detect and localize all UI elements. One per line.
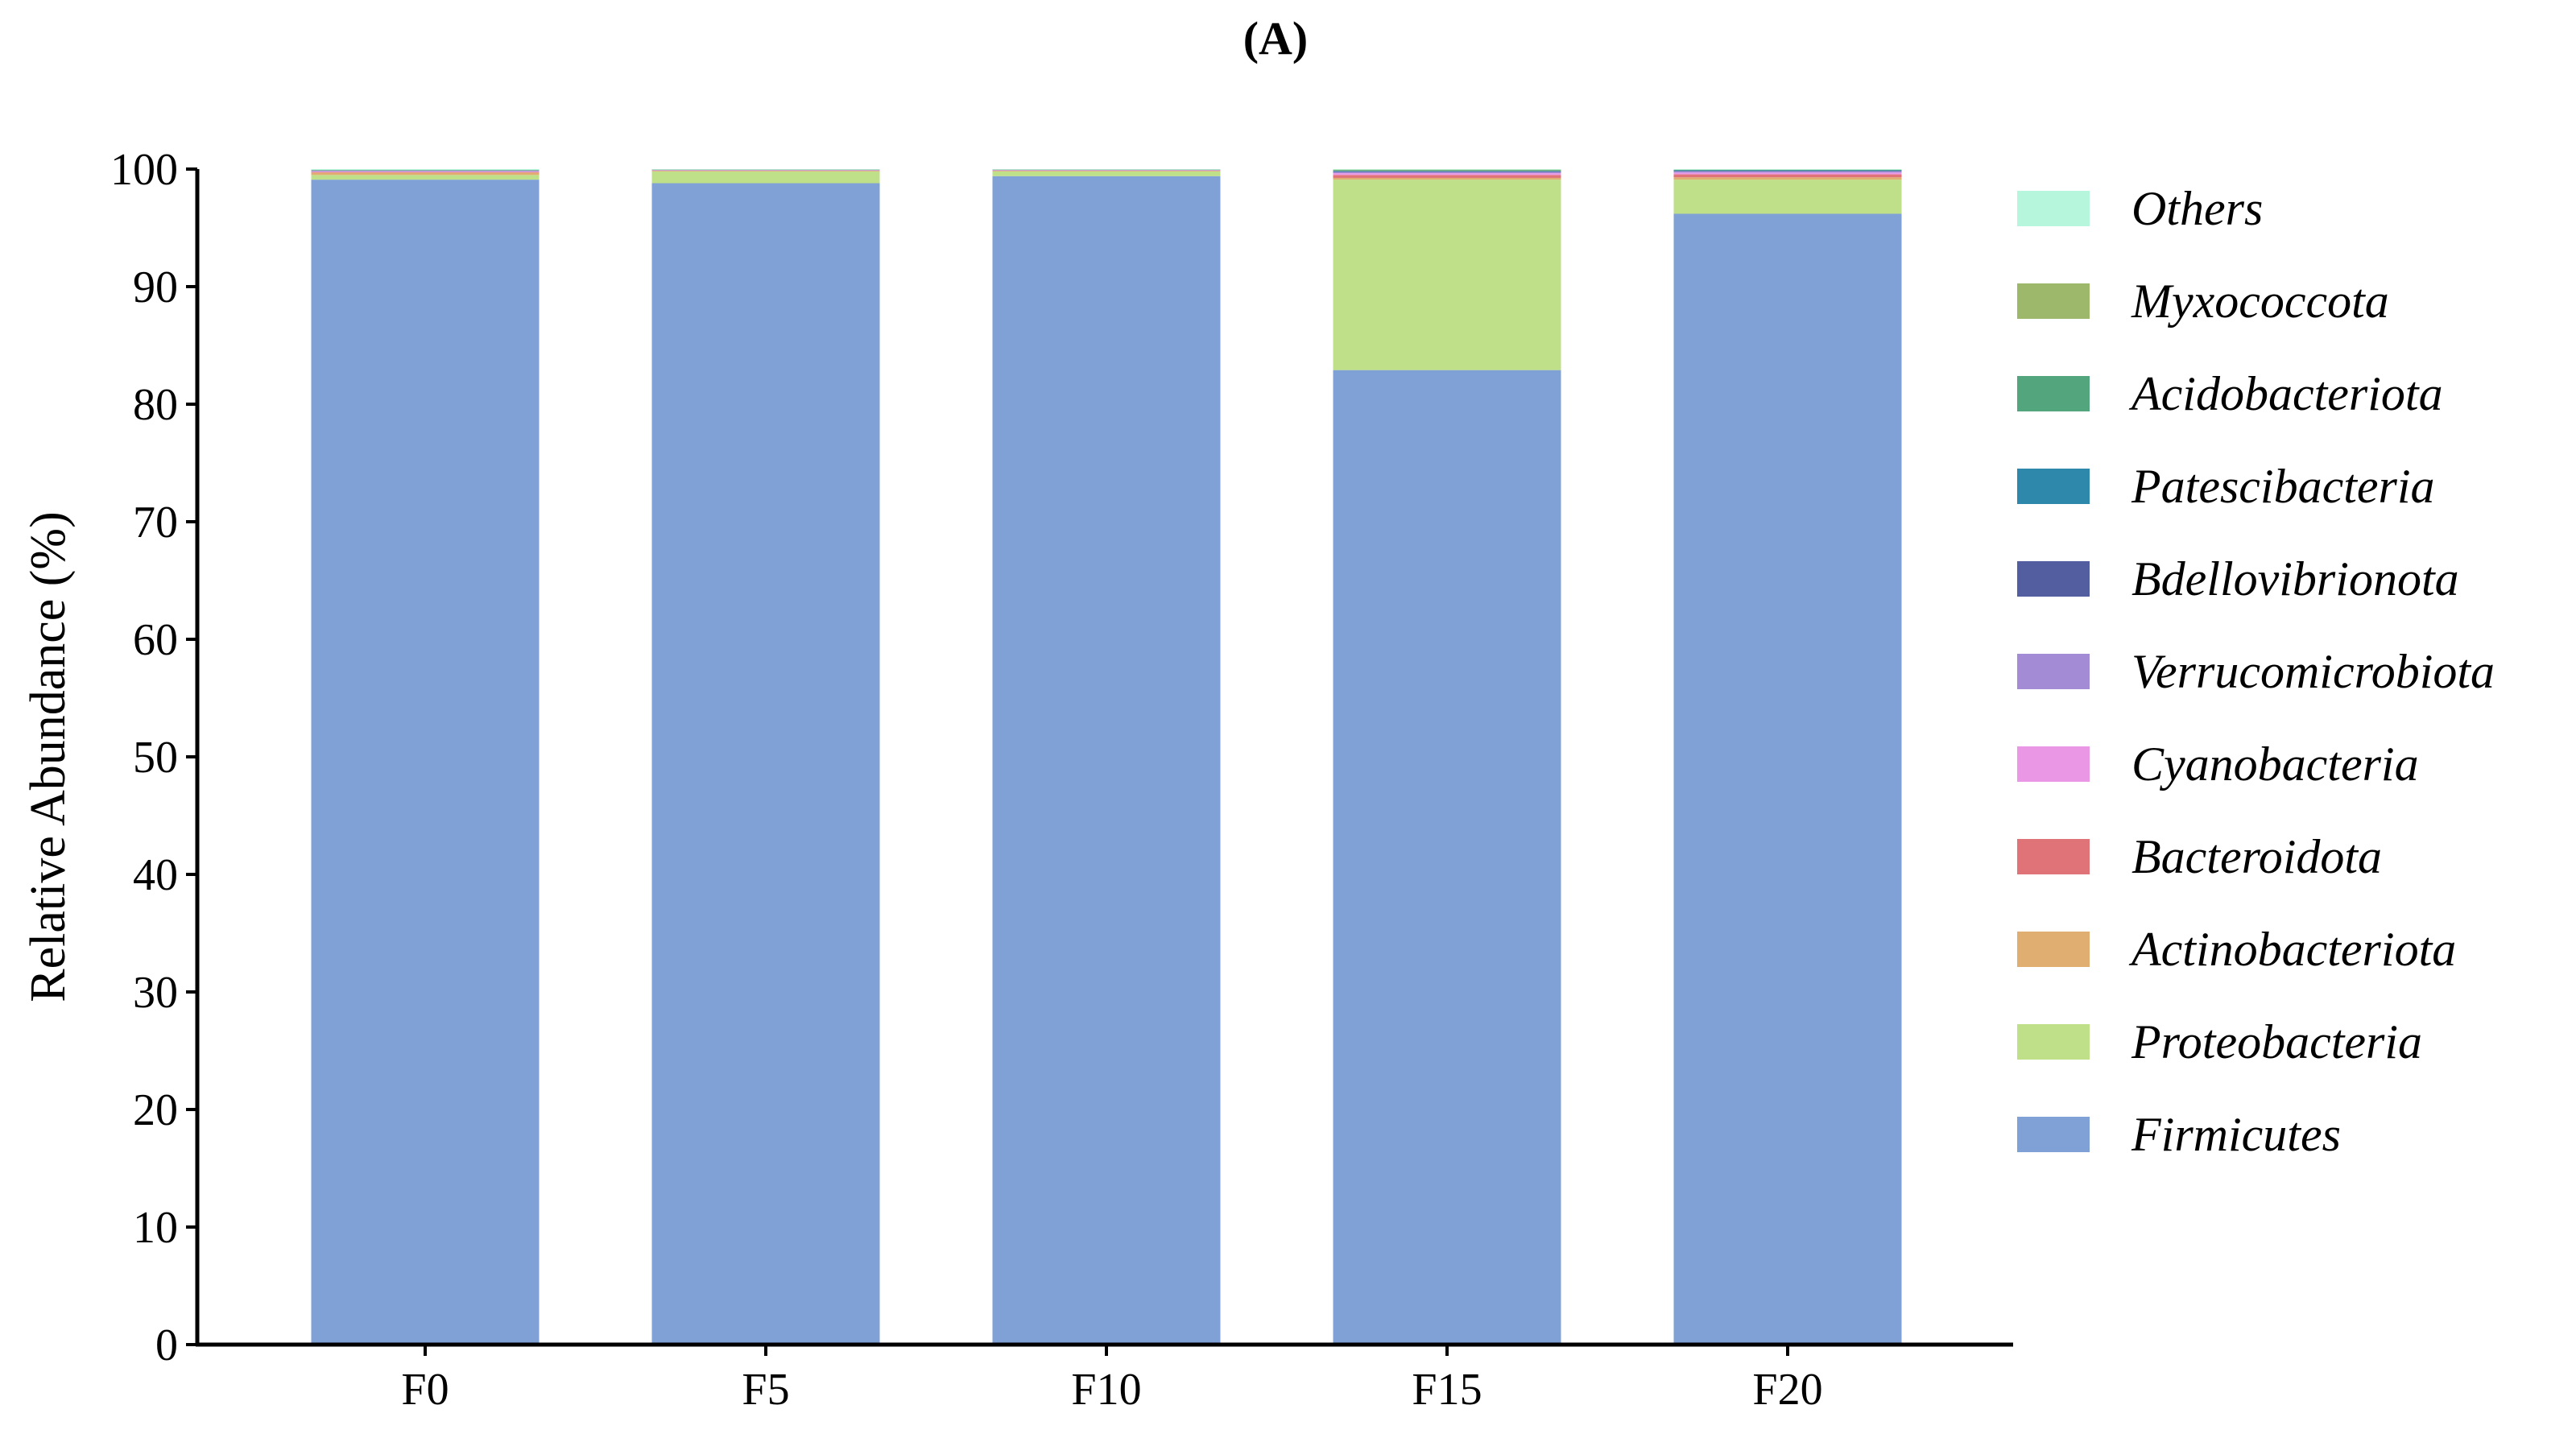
bar-segment-f10-firmicutes	[993, 176, 1221, 1345]
y-tick-label-30: 30	[133, 968, 178, 1018]
bar-segment-f20-firmicutes	[1674, 213, 1902, 1345]
legend-swatch-patescibacteria	[2017, 469, 2090, 504]
bar-segment-f20-cyanobacteria	[1674, 172, 1902, 174]
legend-swatch-proteobacteria	[2017, 1024, 2090, 1060]
legend-swatch-firmicutes	[2017, 1117, 2090, 1152]
legend-label-verrucomicrobiota: Verrucomicrobiota	[2132, 645, 2495, 698]
bar-segment-f15-myxococcota	[1333, 170, 1561, 171]
legend-swatch-actinobacteriota	[2017, 932, 2090, 967]
legend-label-acidobacteriota: Acidobacteriota	[2128, 367, 2443, 420]
bar-segment-f15-proteobacteria	[1333, 180, 1561, 370]
bar-segment-f10-proteobacteria	[993, 171, 1221, 176]
bars-layer	[312, 169, 1902, 1345]
legend-swatch-bacteroidota	[2017, 839, 2090, 874]
legend-swatch-verrucomicrobiota	[2017, 654, 2090, 689]
bar-segment-f20-proteobacteria	[1674, 180, 1902, 213]
y-tick-label-90: 90	[133, 262, 178, 312]
x-tick-label-f15: F15	[1412, 1365, 1482, 1415]
bar-segment-f15-others	[1333, 169, 1561, 170]
x-tick-label-f0: F0	[401, 1365, 449, 1415]
bar-segment-f0-cyanobacteria	[312, 171, 540, 172]
legend-swatch-myxococcota	[2017, 283, 2090, 319]
legend-label-firmicutes: Firmicutes	[2131, 1108, 2341, 1161]
bar-segment-f0-bacteroidota	[312, 172, 540, 173]
bar-segment-f15-bdellovibrionota	[1333, 171, 1561, 172]
y-tick-label-40: 40	[133, 850, 178, 900]
y-tick-label-80: 80	[133, 380, 178, 430]
bar-segment-f15-firmicutes	[1333, 370, 1561, 1345]
bar-segment-f0-others	[312, 169, 540, 170]
y-tick-label-100: 100	[110, 145, 178, 195]
y-axis-title: Relative Abundance (%)	[21, 511, 76, 1002]
y-tick-label-10: 10	[133, 1203, 178, 1253]
bar-segment-f15-cyanobacteria	[1333, 173, 1561, 175]
legend-label-cyanobacteria: Cyanobacteria	[2132, 738, 2419, 791]
x-tick-label-f5: F5	[742, 1365, 789, 1415]
bar-segment-f20-actinobacteriota	[1674, 177, 1902, 180]
legend-label-proteobacteria: Proteobacteria	[2131, 1015, 2422, 1068]
bar-segment-f20-verrucomicrobiota	[1674, 171, 1902, 172]
y-tick-label-60: 60	[133, 615, 178, 665]
bar-segment-f20-patescibacteria	[1674, 170, 1902, 171]
x-tick-label-f20: F20	[1752, 1365, 1822, 1415]
legend-swatch-cyanobacteria	[2017, 746, 2090, 782]
y-tick-label-20: 20	[133, 1085, 178, 1135]
bar-segment-f5-proteobacteria	[652, 171, 880, 184]
bar-segment-f20-bacteroidota	[1674, 175, 1902, 178]
bar-segment-f5-others	[652, 169, 880, 170]
y-tick-label-70: 70	[133, 498, 178, 548]
panel-label: (A)	[1243, 12, 1309, 64]
bar-segment-f0-firmicutes	[312, 180, 540, 1345]
legend-label-bdellovibrionota: Bdellovibrionota	[2132, 552, 2459, 605]
legend-label-actinobacteriota: Actinobacteriota	[2128, 923, 2456, 976]
bar-segment-f15-acidobacteriota	[1333, 170, 1561, 171]
legend-label-bacteroidota: Bacteroidota	[2132, 830, 2382, 883]
legend-label-myxococcota: Myxococcota	[2131, 275, 2389, 328]
bar-segment-f15-actinobacteriota	[1333, 178, 1561, 180]
bar-segment-f10-others	[993, 169, 1221, 170]
y-tick-label-50: 50	[133, 733, 178, 783]
bar-segment-f0-actinobacteriota	[312, 172, 540, 175]
y-tick-label-0: 0	[155, 1320, 178, 1370]
legend-swatch-bdellovibrionota	[2017, 561, 2090, 597]
legend-swatch-others	[2017, 191, 2090, 226]
legend-label-patescibacteria: Patescibacteria	[2131, 460, 2435, 513]
bar-segment-f15-bacteroidota	[1333, 175, 1561, 178]
bar-segment-f0-proteobacteria	[312, 175, 540, 180]
bar-segment-f5-firmicutes	[652, 184, 880, 1345]
legend-label-others: Others	[2132, 182, 2263, 235]
bar-segment-f15-verrucomicrobiota	[1333, 172, 1561, 173]
bar-segment-f20-others	[1674, 169, 1902, 170]
legend-swatch-acidobacteriota	[2017, 376, 2090, 411]
x-tick-label-f10: F10	[1071, 1365, 1141, 1415]
legend: Others Myxococcota Acidobacteriota Patescib…	[2017, 182, 2495, 1161]
